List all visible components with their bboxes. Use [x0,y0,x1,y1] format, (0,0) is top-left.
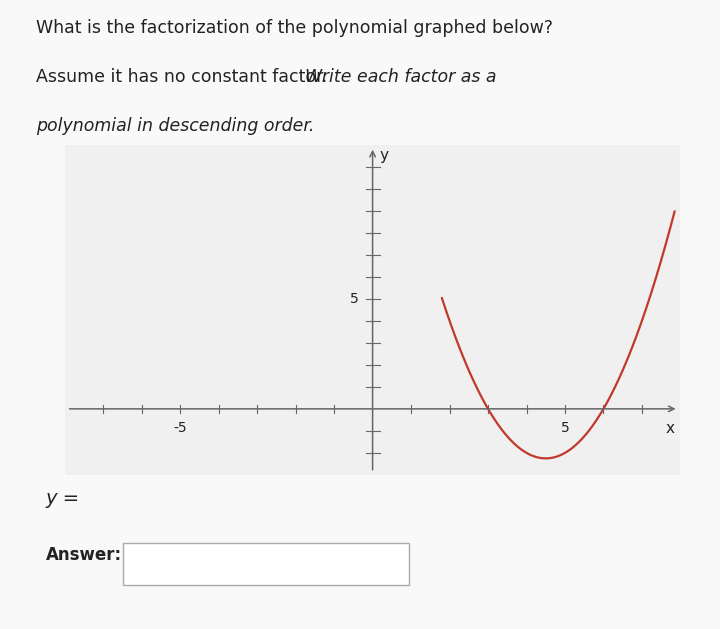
Text: 5: 5 [561,421,570,435]
Text: -5: -5 [174,421,187,435]
Text: Answer:: Answer: [46,546,122,564]
Text: 5: 5 [351,292,359,306]
Text: What is the factorization of the polynomial graphed below?: What is the factorization of the polynom… [36,19,553,37]
FancyBboxPatch shape [124,543,409,585]
Text: y: y [379,148,389,163]
Text: Assume it has no constant factor.: Assume it has no constant factor. [36,68,333,86]
Text: x: x [665,421,675,436]
Text: y =: y = [46,489,80,508]
Text: polynomial in descending order.: polynomial in descending order. [36,117,315,135]
Text: Write each factor as a: Write each factor as a [305,68,496,86]
